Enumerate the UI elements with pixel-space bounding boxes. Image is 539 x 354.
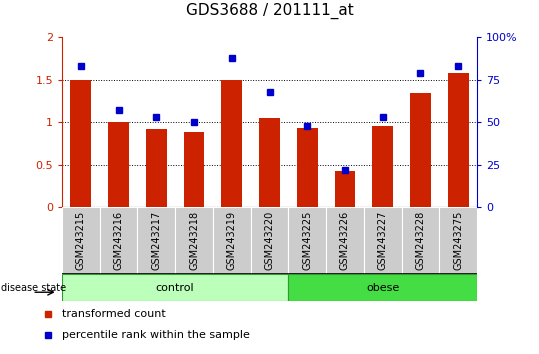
Bar (175, 207, 213, 274)
Bar (326, 207, 364, 274)
Bar (146, 129, 167, 207)
Bar (297, 128, 317, 207)
Bar (410, 93, 431, 207)
Bar (364, 207, 402, 274)
Text: GSM243217: GSM243217 (151, 210, 161, 270)
Text: GSM243275: GSM243275 (453, 210, 463, 270)
Bar (137, 207, 175, 274)
Bar (62, 207, 100, 274)
Bar (251, 207, 288, 274)
Text: GSM243220: GSM243220 (265, 210, 274, 270)
Bar (213, 207, 251, 274)
Text: obese: obese (366, 282, 399, 293)
Text: control: control (156, 282, 195, 293)
Bar (100, 207, 137, 274)
Bar (288, 274, 477, 301)
Text: GSM243215: GSM243215 (76, 210, 86, 270)
Bar (335, 171, 355, 207)
Text: GSM243216: GSM243216 (114, 210, 123, 270)
Text: GSM243228: GSM243228 (416, 210, 425, 270)
Bar (288, 207, 326, 274)
Bar (439, 207, 477, 274)
Text: GSM243226: GSM243226 (340, 210, 350, 270)
Bar (62, 274, 288, 301)
Bar (184, 132, 204, 207)
Text: transformed count: transformed count (61, 309, 165, 319)
Bar (372, 126, 393, 207)
Text: GDS3688 / 201111_at: GDS3688 / 201111_at (185, 3, 354, 19)
Bar (108, 122, 129, 207)
Text: GSM243218: GSM243218 (189, 210, 199, 270)
Text: percentile rank within the sample: percentile rank within the sample (61, 330, 250, 341)
Text: GSM243219: GSM243219 (227, 210, 237, 270)
Bar (259, 118, 280, 207)
Bar (222, 80, 242, 207)
Bar (71, 80, 91, 207)
Text: GSM243227: GSM243227 (378, 210, 388, 270)
Text: disease state: disease state (1, 282, 66, 293)
Bar (402, 207, 439, 274)
Bar (448, 73, 468, 207)
Text: GSM243225: GSM243225 (302, 210, 312, 270)
